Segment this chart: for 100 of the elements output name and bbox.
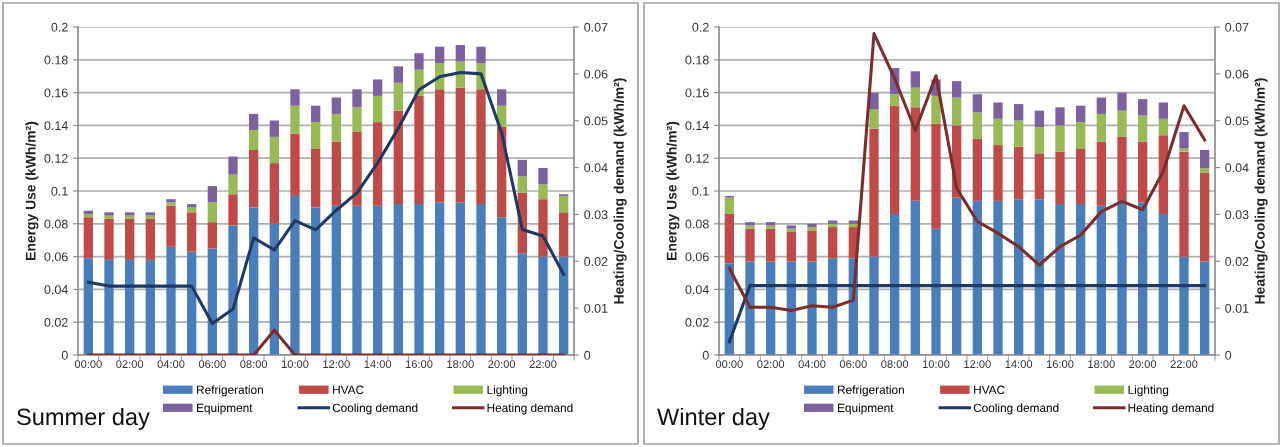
bar [890,105,900,214]
bar [786,232,796,262]
bar [993,102,1003,119]
y2-tick-label: 0.03 [584,210,608,220]
bar [807,227,817,231]
bar [290,89,300,106]
bar [538,168,548,185]
bar [1014,104,1024,121]
y-tick-label: 0.14 [44,121,68,131]
y-tick-label: 0.18 [685,55,709,65]
legend-label: HVAC [333,385,364,394]
x-tick-label: 02:00 [116,360,144,369]
x-tick-label: 18:00 [447,360,474,369]
bar [972,94,982,113]
bar [393,204,403,355]
bar [1179,148,1189,152]
bar [435,89,445,203]
bar [890,213,900,355]
bar [373,79,383,96]
bar [228,225,238,355]
bar [249,113,259,131]
bar [83,217,93,259]
bar [517,176,527,193]
bar [331,205,341,355]
bar [1138,115,1148,142]
bar [228,174,238,195]
x-tick-label: 16:00 [1046,360,1074,369]
bar [724,213,734,264]
bar [517,159,527,177]
x-tick-label: 10:00 [922,360,950,369]
x-tick-label: 14:00 [364,360,392,369]
bar [1076,105,1086,123]
bar [187,212,197,252]
bar [166,246,176,355]
bar [476,89,486,205]
text: Winter day [657,407,770,430]
y-tick-label: 0.12 [685,154,709,163]
legend-label: HVAC [974,385,1005,394]
legend-label: Refrigeration [838,385,904,397]
bar [393,82,403,111]
y-tick-label: 0.1 [692,186,709,196]
bar [373,122,383,206]
y-tick-label: 0.06 [685,252,709,262]
bar [373,205,383,355]
y2-tick-label: 0.05 [584,116,608,126]
bar [311,122,321,149]
legend-label: Cooling demand [973,403,1059,415]
x-tick-label: 18:00 [1088,360,1115,369]
x-tick-label: 20:00 [488,360,516,369]
y-tick-label: 0.12 [44,154,68,163]
bar [1076,122,1086,149]
bar [766,228,776,262]
bar [290,133,300,196]
bar [952,97,962,126]
bar [207,222,217,249]
legend-label: Heating demand [1128,403,1214,415]
y-tick-label: 0.08 [44,219,68,229]
bar [931,123,941,229]
line-series [86,70,566,326]
bar [497,217,507,355]
text: Summer day [17,407,150,430]
bar [414,204,424,355]
y2-tick-label: 0.05 [1225,116,1249,126]
y2-tick-label: 0.03 [1225,210,1249,220]
bar [1117,136,1127,201]
bar [373,95,383,123]
bar [435,46,445,64]
bar [993,118,1003,146]
bar [331,97,341,114]
bar [352,131,362,206]
legend-label: Heating demand [487,403,573,415]
bar [1096,141,1106,206]
bar [1138,202,1148,355]
bar [1096,97,1106,114]
bar [414,53,424,70]
bar [910,87,920,108]
line-series [727,32,1207,313]
bar [83,258,93,355]
bar [352,89,362,108]
bar [455,87,465,203]
bar [910,71,920,88]
y-tick-label: 0.16 [685,88,709,98]
bar [1117,200,1127,355]
x-tick-label: 14:00 [1005,360,1033,369]
legend-label: Equipment [197,403,253,415]
bar [125,259,135,355]
x-tick-label: 22:00 [1170,360,1198,369]
bar [166,205,176,247]
bar [455,202,465,355]
legend-label: Lighting [1128,385,1169,397]
bar [910,200,920,355]
bar [1014,146,1024,200]
bar [807,230,817,262]
bar [972,200,982,355]
bar [1014,199,1024,355]
y2-tick-label: 0.07 [1225,22,1249,32]
bar [1179,256,1189,355]
bar [538,256,548,355]
y2-tick-label: 0.07 [584,22,608,32]
bar [125,218,135,260]
